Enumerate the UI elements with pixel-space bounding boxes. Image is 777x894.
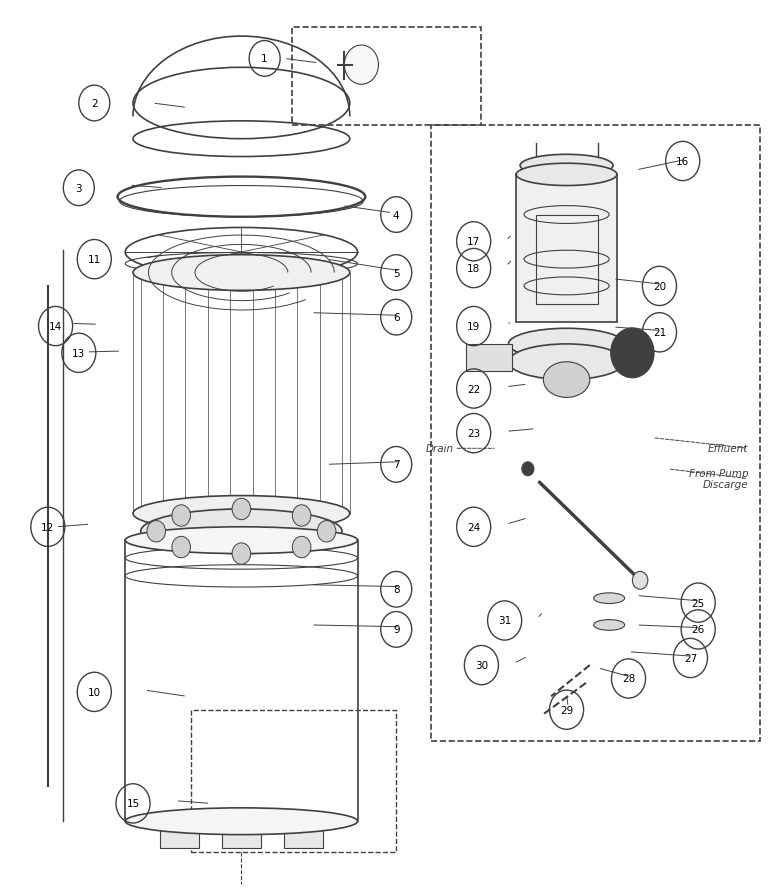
Text: 26: 26 [692,625,705,635]
Circle shape [172,536,190,558]
Text: 4: 4 [393,210,399,220]
Text: Effluent: Effluent [708,443,748,454]
Circle shape [292,536,311,558]
Text: 27: 27 [684,654,697,663]
Ellipse shape [594,593,625,603]
Text: 28: 28 [622,674,635,684]
Ellipse shape [508,329,625,360]
Text: 17: 17 [467,237,480,247]
Circle shape [232,499,251,520]
Text: Drain: Drain [426,443,455,454]
Text: 15: 15 [127,798,140,808]
Text: 12: 12 [41,522,54,532]
Ellipse shape [520,156,613,177]
Ellipse shape [125,527,357,554]
Circle shape [317,521,336,543]
Bar [535,215,598,304]
Ellipse shape [125,808,357,835]
Text: 25: 25 [692,598,705,608]
Bar [222,822,261,848]
Text: 10: 10 [88,687,101,697]
Circle shape [521,462,534,477]
Text: 11: 11 [88,255,101,265]
Bar [191,710,396,853]
Text: 22: 22 [467,384,480,394]
Text: 16: 16 [676,156,689,167]
Circle shape [611,328,654,378]
Circle shape [632,572,648,590]
Bar [516,175,617,322]
Bar [291,28,482,126]
Text: 1: 1 [261,55,268,64]
Text: 9: 9 [393,625,399,635]
Bar [431,126,760,741]
Text: 14: 14 [49,322,62,332]
Text: 5: 5 [393,268,399,278]
Text: 20: 20 [653,282,666,291]
Circle shape [232,544,251,565]
Ellipse shape [516,164,617,186]
Ellipse shape [133,496,350,532]
Text: 18: 18 [467,264,480,274]
Text: 31: 31 [498,616,511,626]
Ellipse shape [594,620,625,630]
Bar [466,344,512,371]
Text: 24: 24 [467,522,480,532]
Ellipse shape [508,344,625,380]
Bar [160,822,199,848]
Text: 8: 8 [393,585,399,595]
Text: 2: 2 [91,99,98,109]
Text: 29: 29 [560,704,573,715]
Bar [125,541,357,822]
Ellipse shape [543,362,590,398]
Text: 7: 7 [393,460,399,470]
Circle shape [344,46,378,85]
Circle shape [147,521,166,543]
Ellipse shape [133,256,350,291]
Text: 19: 19 [467,322,480,332]
Text: 23: 23 [467,428,480,439]
Text: 21: 21 [653,328,666,338]
Bar [133,274,350,514]
Text: 6: 6 [393,313,399,323]
Text: 3: 3 [75,183,82,193]
Ellipse shape [141,510,342,554]
Bar [284,822,322,848]
Text: From Pump
Discarge: From Pump Discarge [689,468,748,490]
Circle shape [292,505,311,527]
Text: 13: 13 [72,349,85,358]
Text: 30: 30 [475,661,488,670]
Circle shape [172,505,190,527]
